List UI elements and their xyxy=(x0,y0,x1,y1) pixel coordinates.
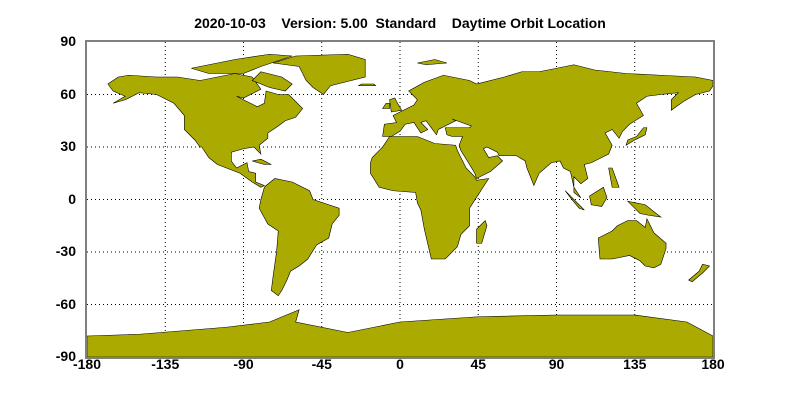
y-tick-label: -60 xyxy=(55,295,76,312)
y-tick-label: 0 xyxy=(68,190,76,207)
sumatra xyxy=(565,191,584,210)
greenland xyxy=(273,54,365,94)
borneo xyxy=(590,187,607,206)
iceland xyxy=(358,84,375,86)
y-tick-label: 60 xyxy=(60,85,76,102)
y-tick-label: -30 xyxy=(55,243,76,259)
madagascar xyxy=(477,221,487,244)
antarctica xyxy=(87,310,713,357)
ireland xyxy=(383,103,390,108)
africa xyxy=(370,137,488,260)
map-frame xyxy=(85,40,715,359)
new-zealand xyxy=(689,264,710,282)
baffin-island xyxy=(252,72,292,91)
x-tick-label: -45 xyxy=(311,356,332,372)
map-title: 2020-10-03 Version: 5.00 Standard Daytim… xyxy=(194,15,606,31)
x-tick-label: -135 xyxy=(151,356,180,372)
y-tick-label: 90 xyxy=(60,33,76,49)
eurasia xyxy=(383,65,713,198)
x-tick-label: -180 xyxy=(72,356,102,372)
x-tick-label: 90 xyxy=(548,356,565,372)
north-america xyxy=(108,74,303,188)
australia xyxy=(598,219,666,268)
x-tick-label: 45 xyxy=(470,356,487,372)
y-tick-label: -90 xyxy=(55,348,76,364)
x-tick-label: -90 xyxy=(233,356,254,372)
japan xyxy=(626,128,647,146)
x-tick-label: 180 xyxy=(701,356,725,372)
svalbard xyxy=(417,60,447,65)
x-tick-label: 135 xyxy=(623,356,647,372)
y-tick-label: 30 xyxy=(60,138,76,154)
cuba xyxy=(252,159,271,164)
landmasses xyxy=(87,54,713,357)
new-guinea xyxy=(628,201,661,217)
philippines xyxy=(609,168,619,187)
arctic-islands xyxy=(191,54,292,73)
south-america xyxy=(259,179,339,296)
x-tick-label: 0 xyxy=(396,356,404,372)
great-britain xyxy=(390,98,402,112)
